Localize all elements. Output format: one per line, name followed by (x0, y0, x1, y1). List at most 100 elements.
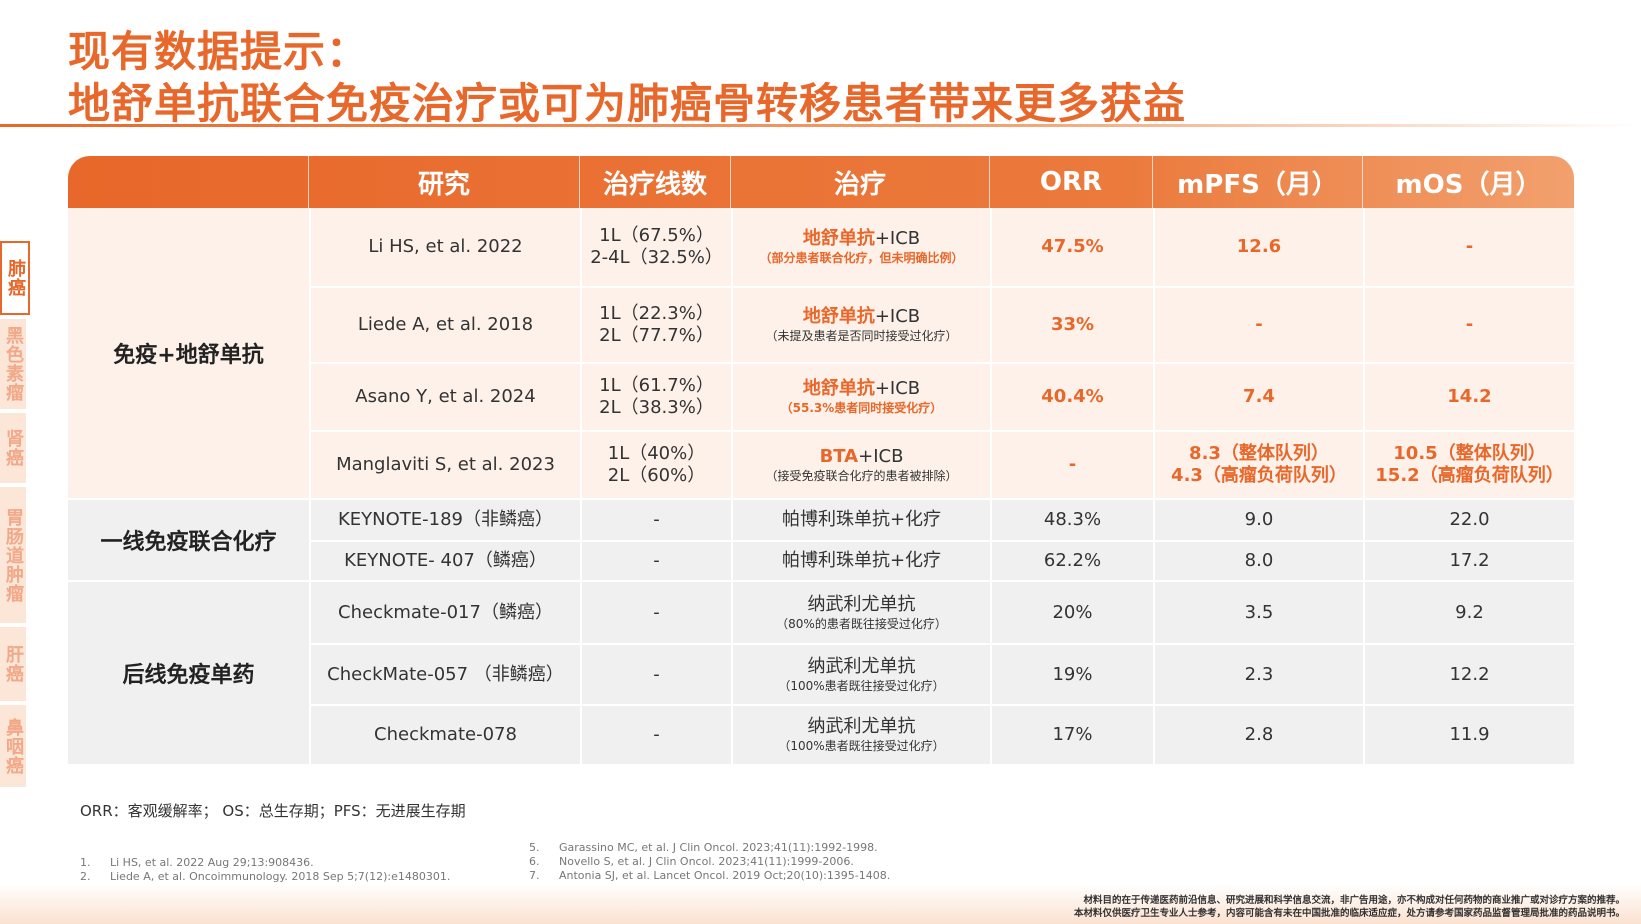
orr-value: 40.4% (1041, 386, 1104, 407)
mos-value: 14.2 (1447, 386, 1492, 407)
lines-cell: 1L（40%） 2L（60%） (580, 432, 731, 498)
reference-text: Novello S, et al. J Clin Oncol. 2023;41(… (559, 855, 854, 868)
orr-cell: 20% (990, 582, 1153, 643)
tab-melanoma[interactable]: 黑色素瘤 (0, 319, 26, 409)
header-group (68, 156, 309, 208)
mpfs-cell: 3.5 (1153, 582, 1363, 643)
treatment-suffix: +ICB (874, 378, 921, 399)
mpfs-cell: 2.8 (1153, 706, 1363, 764)
mpfs-cell: 7.4 (1153, 364, 1363, 430)
treatment-cell: 纳武利尤单抗 （100%患者既往接受过化疗） (731, 645, 990, 704)
comparison-table: 研究 治疗线数 治疗 ORR mPFS（月） mOS（月） 免疫+地舒单抗 Li … (68, 156, 1574, 766)
study-name: Manglaviti S, et al. 2023 (336, 454, 555, 475)
treatment-suffix: +ICB (858, 446, 904, 467)
reference-number: 6. (529, 855, 540, 868)
study-name: Liede A, et al. 2018 (357, 314, 534, 335)
study-cell: Li HS, et al. 2022 (309, 208, 580, 286)
mos-cell: 17.2 (1363, 542, 1574, 580)
study-name: KEYNOTE-189（非鳞癌） (337, 509, 554, 530)
reference-item: 6. Novello S, et al. J Clin Oncol. 2023;4… (529, 855, 890, 869)
treatment-name: 纳武利尤单抗 (807, 716, 916, 737)
reference-number: 1. (80, 856, 91, 869)
lines-cell: 1L（22.3%） 2L（77.7%） (580, 288, 731, 362)
study-cell: Checkmate-078 (309, 706, 580, 764)
treatment-line: 2L（38.3%） (599, 397, 714, 418)
group-label: 后线免疫单药 (122, 663, 255, 688)
mpfs-cell: 12.6 (1153, 208, 1363, 286)
lines-cell: - (580, 706, 731, 764)
study-cell: Liede A, et al. 2018 (309, 288, 580, 362)
treatment-cell: 纳武利尤单抗 （100%患者既往接受过化疗） (731, 706, 990, 764)
treatment-line: 1L（40%） (607, 443, 706, 464)
mpfs-value: 8.0 (1244, 550, 1274, 571)
treatment-note: （80%的患者既往接受过化疗） (776, 616, 947, 631)
orr-cell: 47.5% (990, 208, 1153, 286)
treatment-name: BTA+ICB (820, 446, 904, 468)
group-rows: KEYNOTE-189（非鳞癌） - 帕博利珠单抗+化疗 48.3% 9.0 22.0 KE… (309, 500, 1574, 580)
orr-value: 62.2% (1043, 550, 1102, 571)
reference-text: Liede A, et al. Oncoimmunology. 2018 Sep… (110, 870, 451, 883)
reference-item: 2. Liede A, et al. Oncoimmunology. 2018 S… (80, 870, 450, 884)
mpfs-value: 9.0 (1244, 509, 1274, 530)
disclaimer: 材料目的在于传递医药前沿信息、研究进展和科学信息交流，非广告用途，亦不构成对任何… (1074, 894, 1625, 920)
group-rows: Checkmate-017（鳞癌） - 纳武利尤单抗 （80%的患者既往接受过化疗） 2… (309, 582, 1574, 764)
disclaimer-line1: 材料目的在于传递医药前沿信息、研究进展和科学信息交流，非广告用途，亦不构成对任何… (1083, 895, 1625, 906)
mpfs-cell: 9.0 (1153, 500, 1363, 540)
mpfs-value: - (1255, 314, 1263, 335)
mpfs-value: 12.6 (1236, 236, 1282, 257)
mos-value: 22.0 (1449, 509, 1490, 530)
mos-cell: 22.0 (1363, 500, 1574, 540)
reference-number: 2. (80, 870, 91, 883)
abbreviation-note: ORR：客观缓解率； OS：总生存期；PFS：无进展生存期 (80, 802, 466, 820)
orr-cell: - (990, 432, 1153, 498)
table-row: Manglaviti S, et al. 2023 1L（40%） 2L（60%） B… (309, 430, 1574, 498)
table-group: 一线免疫联合化疗 KEYNOTE-189（非鳞癌） - 帕博利珠单抗+化疗 48.3% 9… (68, 500, 1574, 582)
tab-kidney-cancer[interactable]: 肾癌 (0, 413, 26, 483)
treatment-note: （100%患者既往接受过化疗） (778, 678, 945, 693)
mos-value: 12.2 (1449, 663, 1490, 685)
orr-value: 19% (1052, 663, 1093, 685)
study-name: Li HS, et al. 2022 (368, 236, 523, 257)
orr-cell: 33% (990, 288, 1153, 362)
tab-liver-cancer[interactable]: 肝癌 (0, 627, 26, 701)
orr-cell: 48.3% (990, 500, 1153, 540)
header-orr: ORR (990, 156, 1153, 208)
mos-cell: - (1363, 208, 1574, 286)
treatment-line: - (653, 663, 660, 685)
page-title-line1: 现有数据提示： (68, 27, 370, 76)
treatment-note: （接受免疫联合化疗的患者被排除） (765, 469, 958, 483)
study-name: Asano Y, et al. 2024 (355, 386, 536, 407)
mos-value: 9.2 (1455, 601, 1484, 623)
table-row: KEYNOTE- 407（鳞癌） - 帕博利珠单抗+化疗 62.2% 8.0 17.2 (309, 540, 1574, 580)
treatment-note: （部分患者联合化疗，但未明确比例） (759, 251, 964, 265)
treatment-line: 1L（61.7%） (599, 375, 714, 396)
mpfs-cell: 8.3（整体队列） 4.3（高瘤负荷队列） (1153, 432, 1363, 498)
lines-cell: - (580, 500, 731, 540)
study-cell: KEYNOTE- 407（鳞癌） (309, 542, 580, 580)
treatment-cell: 帕博利珠单抗+化疗 (731, 500, 990, 540)
header-study: 研究 (309, 156, 580, 208)
mos-value: - (1465, 314, 1474, 335)
treatment-highlight: 地舒单抗 (802, 306, 875, 327)
orr-cell: 19% (990, 645, 1153, 704)
treatment-cell: 地舒单抗+ICB （55.3%患者同时接受化疗） (731, 364, 990, 430)
tab-lung-cancer[interactable]: 肺癌 (0, 241, 30, 315)
reference-text: Li HS, et al. 2022 Aug 29;13:908436. (110, 856, 314, 869)
header-mpfs: mPFS（月） (1153, 156, 1363, 208)
treatment-highlight: BTA (819, 446, 859, 467)
treatment-highlight: 地舒单抗 (802, 378, 875, 399)
mos-value: 10.5（整体队列） (1393, 443, 1546, 464)
orr-value: 48.3% (1043, 509, 1102, 530)
treatment-line: 2L（77.7%） (599, 325, 714, 346)
mos-value: 15.2（高瘤负荷队列） (1375, 465, 1564, 486)
table-row: CheckMate-057 （非鳞癌） - 纳武利尤单抗 （100%患者既往接受过化疗… (309, 643, 1574, 704)
lines-cell: - (580, 645, 731, 704)
lines-cell: - (580, 542, 731, 580)
study-cell: Checkmate-017（鳞癌） (309, 582, 580, 643)
reference-item: 5. Garassino MC, et al. J Clin Oncol. 202… (529, 841, 890, 855)
group-label: 一线免疫联合化疗 (100, 530, 277, 555)
tab-nasopharyngeal-cancer[interactable]: 鼻咽癌 (0, 705, 26, 787)
orr-value: 47.5% (1041, 236, 1104, 257)
orr-value: 33% (1050, 314, 1095, 335)
tab-gi-tumor[interactable]: 胃肠道肿瘤 (0, 487, 26, 623)
